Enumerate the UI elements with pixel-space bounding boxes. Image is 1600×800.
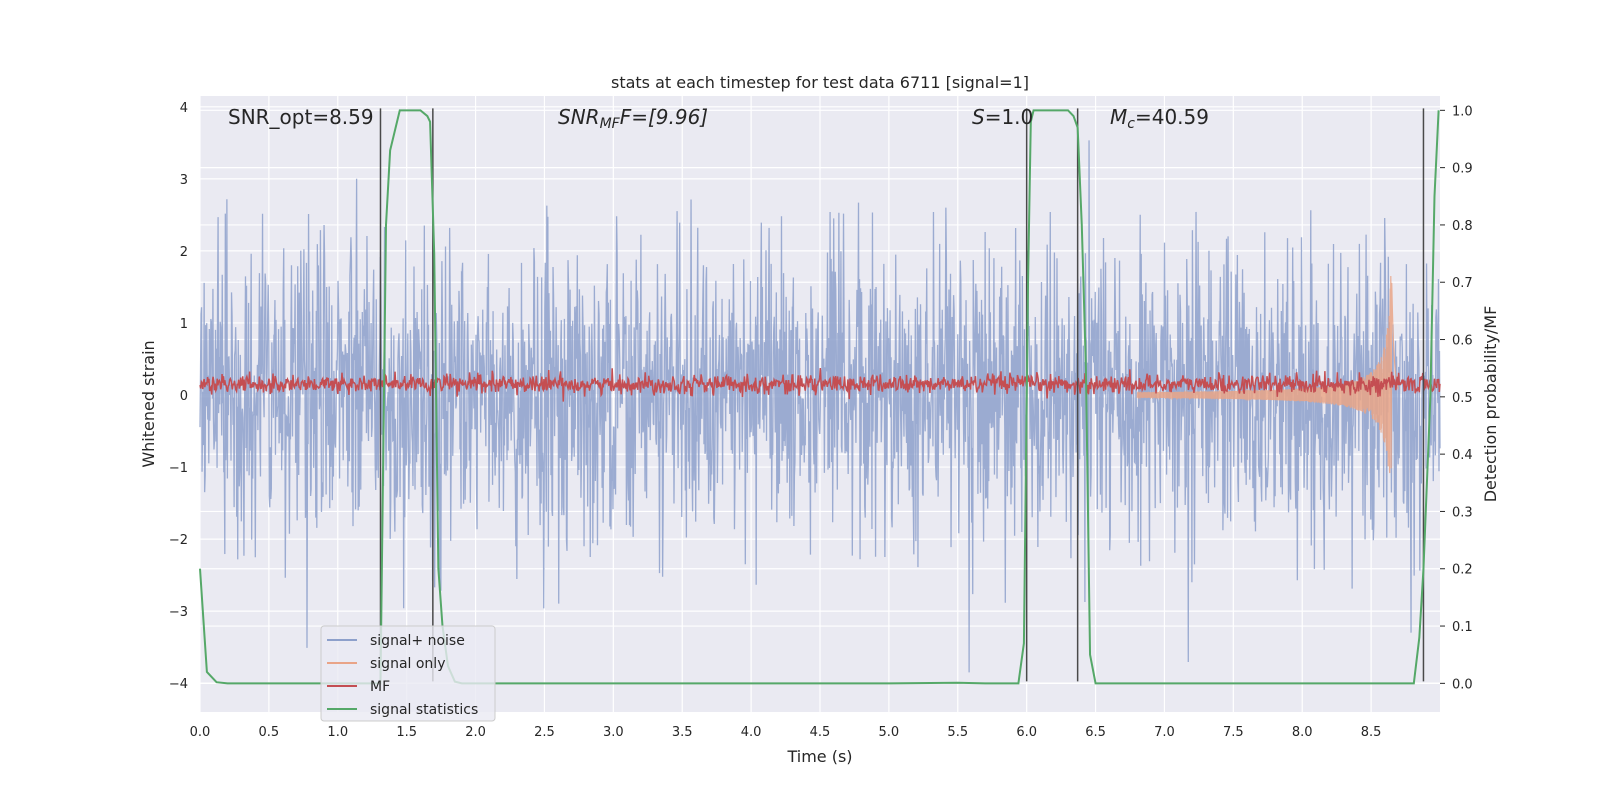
x-tick-label: 5.0 — [879, 725, 900, 740]
legend-label-signal-statistics: signal statistics — [370, 702, 478, 718]
x-tick-label: 8.5 — [1361, 725, 1382, 740]
x-tick-label: 0.0 — [190, 725, 211, 740]
annotation-mc-main: M — [1110, 105, 1127, 129]
y-tick-label: 2 — [180, 245, 188, 260]
series-signal-statistics — [199, 109, 1440, 685]
x-tick-label: 3.5 — [672, 725, 693, 740]
y-tick-label: −4 — [169, 677, 188, 692]
y2-axis-label: Detection probability/MF — [1481, 306, 1500, 503]
y-tick-label: 4 — [180, 101, 188, 116]
legend: signal+ noise signal only MF signal stat… — [320, 625, 496, 722]
annotation-s-rest: =1.0 — [985, 105, 1034, 129]
y2-tick-label: 0.5 — [1452, 391, 1473, 406]
chart-title: stats at each timestep for test data 671… — [611, 73, 1029, 92]
y2-tick-label: 0.3 — [1452, 505, 1473, 520]
y-tick-label: 0 — [180, 389, 188, 404]
series-mf — [199, 367, 1441, 402]
y2-tick-label: 0.0 — [1452, 677, 1473, 692]
legend-label-signal-only: signal only — [370, 656, 445, 672]
legend-label-mf: MF — [370, 679, 390, 695]
y2-tick-label: 0.2 — [1452, 563, 1473, 578]
annotation-snr-opt: SNR_opt=8.59 — [228, 105, 374, 129]
plot-content — [199, 108, 1441, 685]
series-signal-noise — [199, 140, 1441, 673]
x-tick-label: 2.0 — [465, 725, 486, 740]
annotation-snr-mf-main: SNR — [558, 105, 600, 129]
y-tick-label: 1 — [180, 317, 188, 332]
legend-label-signal-noise: signal+ noise — [370, 633, 465, 649]
x-tick-label: 2.5 — [534, 725, 555, 740]
y2-tick-label: 0.8 — [1452, 219, 1473, 234]
y2-tick-label: 1.0 — [1452, 104, 1473, 119]
x-tick-label: 1.5 — [396, 725, 417, 740]
annotation-mc: Mc=40.59 — [1110, 105, 1209, 132]
y-tick-label: 3 — [180, 173, 188, 188]
x-tick-label: 0.5 — [259, 725, 280, 740]
annotation-snr-mf-sub: MF — [600, 116, 621, 132]
x-tick-label: 7.5 — [1223, 725, 1244, 740]
x-tick-label: 3.0 — [603, 725, 624, 740]
x-tick-label: 1.0 — [327, 725, 348, 740]
x-tick-label: 5.5 — [947, 725, 968, 740]
x-tick-label: 6.5 — [1085, 725, 1106, 740]
y-tick-label: −1 — [169, 461, 188, 476]
annotation-snr-mf: SNRMFF=[9.96] — [558, 105, 708, 132]
x-tick-label: 4.5 — [810, 725, 831, 740]
x-tick-label: 7.0 — [1154, 725, 1175, 740]
x-tick-label: 6.0 — [1016, 725, 1037, 740]
y2-tick-label: 0.1 — [1452, 620, 1473, 635]
annotation-s: S=1.0 — [972, 105, 1033, 129]
legend-box — [320, 625, 496, 722]
x-axis-label: Time (s) — [786, 747, 852, 766]
series-signal-only — [1136, 275, 1400, 474]
x-axis-ticks: 0.0 0.5 1.0 1.5 2.0 2.5 3.0 3.5 4.0 4.5 5.0 5.5 6.0 6… — [190, 725, 1382, 740]
annotation-s-main: S — [972, 105, 985, 129]
y2-tick-label: 0.7 — [1452, 276, 1473, 291]
y-tick-label: −2 — [169, 533, 188, 548]
x-tick-label: 4.0 — [741, 725, 762, 740]
annotation-snr-mf-rest: F=[9.96] — [620, 105, 708, 129]
y2-tick-label: 0.4 — [1452, 448, 1473, 463]
y2-tick-label: 0.6 — [1452, 334, 1473, 349]
y2-tick-label: 0.9 — [1452, 162, 1473, 177]
x-tick-label: 8.0 — [1292, 725, 1313, 740]
annotation-mc-sub: c — [1127, 116, 1135, 132]
y-axis-label: Whitened strain — [139, 340, 158, 467]
y2-axis-ticks: 1.0 0.9 0.8 0.7 0.6 0.5 0.4 0.3 0.2 0.1 0.0 — [1440, 104, 1473, 692]
y-tick-label: −3 — [169, 605, 188, 620]
annotation-mc-rest: =40.59 — [1135, 105, 1209, 129]
y-axis-ticks: 4 3 2 1 0 −1 −2 −3 −4 — [169, 101, 188, 692]
